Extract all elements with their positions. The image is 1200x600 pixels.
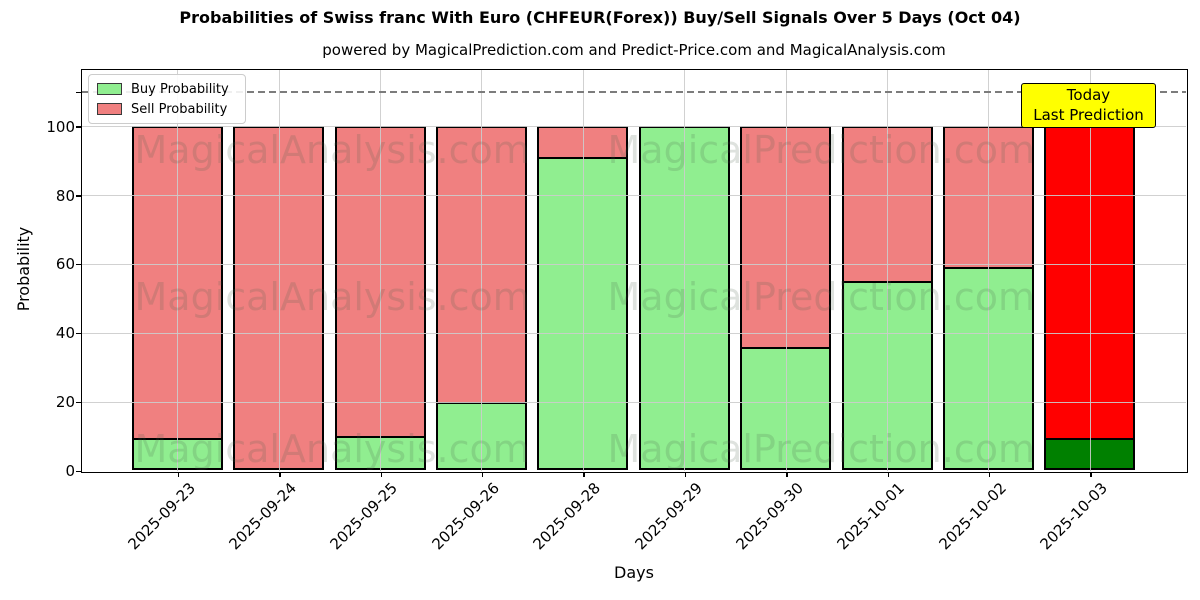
y-tick: [75, 91, 81, 94]
y-tick: [75, 401, 81, 404]
x-tick-label: 2025-09-23: [124, 479, 199, 554]
vertical-gridline: [988, 69, 990, 471]
dashed-threshold-line: [81, 90, 1186, 93]
today-annotation: Today Last Prediction: [1021, 83, 1156, 128]
y-tick-label: 60: [55, 255, 75, 274]
legend-item: Sell Probability: [97, 102, 237, 117]
x-tick: [380, 472, 382, 477]
chart-title: Probabilities of Swiss franc With Euro (…: [179, 8, 1021, 27]
x-tick-label: 2025-10-01: [833, 479, 909, 554]
watermark-text: MagicalAnalysis.com: [134, 274, 530, 319]
watermark-text: MagicalPrediction.com: [607, 426, 1036, 471]
y-tick-label: 100: [46, 117, 75, 136]
y-tick: [75, 126, 81, 128]
x-tick-label: 2025-09-29: [631, 479, 706, 554]
y-tick: [75, 263, 81, 266]
horizontal-gridline: [81, 263, 1186, 265]
watermark-text: MagicalPrediction.com: [607, 274, 1036, 319]
annotation-line1: Today: [1066, 86, 1111, 104]
y-tick-label: 20: [55, 393, 75, 412]
x-tick: [887, 472, 889, 477]
watermark-text: MagicalAnalysis.com: [134, 127, 530, 172]
watermark-text: MagicalAnalysis.com: [134, 426, 530, 471]
x-tick: [481, 472, 484, 477]
x-tick: [583, 472, 585, 477]
x-tick-label: 2025-09-26: [428, 479, 503, 554]
legend-item-label: Sell Probability: [131, 101, 228, 117]
chart-subtitle: powered by MagicalPrediction.com and Pre…: [322, 41, 946, 59]
x-tick-label: 2025-09-25: [326, 479, 402, 554]
vertical-gridline: [684, 69, 686, 471]
x-tick-label: 2025-09-30: [732, 479, 807, 554]
horizontal-gridline: [81, 332, 1186, 334]
y-tick: [75, 470, 81, 472]
annotation-line2: Last Prediction: [1033, 106, 1144, 124]
vertical-gridline: [785, 69, 787, 471]
y-tick-label: 40: [55, 324, 75, 343]
vertical-gridline: [177, 69, 179, 471]
vertical-gridline: [582, 69, 584, 471]
x-tick: [177, 472, 180, 477]
x-axis-label: Days: [614, 563, 654, 582]
y-tick-label: 80: [55, 186, 75, 205]
y-tick-label: 0: [65, 462, 75, 480]
x-tick: [684, 472, 687, 477]
y-tick: [75, 332, 81, 335]
buy-swatch: [97, 83, 122, 95]
x-tick: [786, 472, 788, 477]
legend-item: Buy Probability: [97, 82, 237, 97]
x-tick: [279, 472, 281, 477]
vertical-gridline: [887, 69, 888, 471]
vertical-gridline: [380, 69, 381, 471]
y-tick: [75, 195, 81, 197]
sell-swatch: [97, 103, 122, 115]
legend: Buy Probability Sell Probability: [88, 74, 246, 124]
vertical-gridline: [481, 69, 483, 471]
vertical-gridline: [278, 69, 280, 471]
x-tick-label: 2025-10-03: [1036, 479, 1112, 554]
y-axis-label: Probability: [14, 226, 33, 312]
x-tick: [1090, 472, 1092, 477]
horizontal-gridline: [81, 401, 1186, 403]
plot-area: MagicalAnalysis.com MagicalPrediction.com…: [80, 68, 1188, 473]
horizontal-gridline: [81, 126, 1186, 128]
x-tick-label: 2025-09-24: [225, 479, 300, 554]
x-tick: [988, 472, 991, 477]
vertical-gridline: [1089, 69, 1091, 471]
horizontal-gridline: [81, 195, 1186, 197]
x-tick-label: 2025-10-02: [935, 479, 1010, 554]
x-tick-label: 2025-09-28: [529, 479, 605, 554]
watermark-text: MagicalPrediction.com: [607, 127, 1036, 172]
legend-item-label: Buy Probability: [131, 81, 229, 97]
